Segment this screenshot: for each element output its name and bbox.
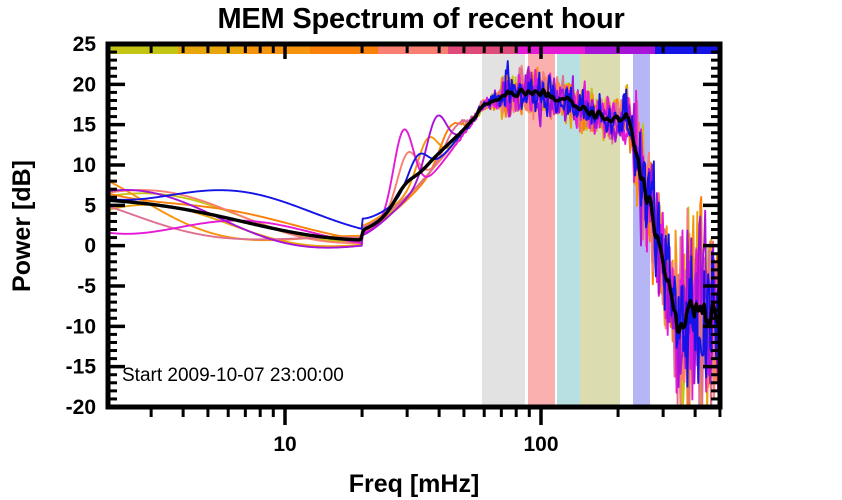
colorbar-segment-2 [243, 46, 310, 54]
x-tick-label: 100 [523, 433, 558, 456]
start-time-annotation: Start 2009-10-07 23:00:00 [122, 365, 344, 386]
axes-frame [105, 41, 723, 410]
y-tick-label: -20 [66, 396, 96, 419]
y-tick-label: 15 [73, 114, 97, 137]
y-tick-label: 10 [73, 154, 96, 177]
spectrum-traces [108, 60, 720, 407]
band-cyan [557, 44, 580, 407]
y-tick-label: -15 [66, 356, 97, 379]
y-tick-label: -5 [77, 275, 96, 298]
page-title: MEM Spectrum of recent hour [217, 2, 625, 35]
colorbar-segment-3 [310, 46, 378, 54]
colorbar-segment-5 [448, 46, 516, 54]
y-tick-label: 20 [73, 73, 96, 96]
y-axis-label: Power [dB] [8, 160, 36, 292]
colorbar-segment-6 [516, 46, 585, 54]
x-axis-label: Freq [mHz] [349, 470, 480, 498]
y-tick-label: 5 [84, 194, 96, 217]
time-colorbar [108, 46, 720, 54]
y-tick-label: -10 [66, 315, 96, 338]
colorbar-segment-0 [108, 46, 178, 54]
y-tick-label: 0 [84, 235, 96, 258]
colorbar-segment-1 [178, 46, 243, 54]
colorbar-segment-7 [585, 46, 655, 54]
trace-mean-black [108, 87, 720, 334]
axis-ticks [108, 42, 722, 425]
colorbar-segment-8 [655, 46, 720, 54]
axis-tick-labels: -20 -15 -10 -5 0 5 10 15 20 25 10 100 [66, 33, 559, 456]
x-tick-label: 10 [273, 433, 296, 456]
colorbar-segment-4 [378, 46, 448, 54]
plot-frame [105, 41, 723, 410]
y-tick-label: 25 [73, 33, 97, 56]
